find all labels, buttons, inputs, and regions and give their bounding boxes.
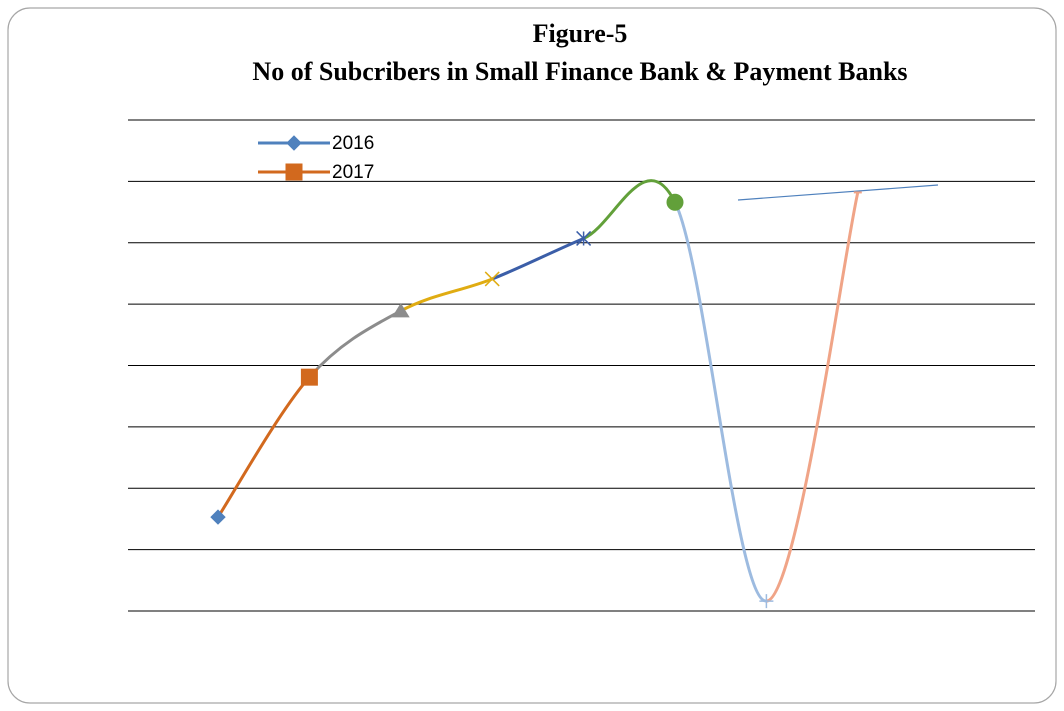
- marker: [666, 193, 684, 211]
- chart-subtitle: No of Subcribers in Small Finance Bank &…: [252, 57, 907, 86]
- legend-label: 2016: [332, 133, 374, 154]
- legend-marker: [286, 135, 302, 151]
- marker: [300, 368, 318, 386]
- marker: [210, 509, 226, 525]
- line-segment: [582, 179, 677, 240]
- line-segment: [216, 376, 311, 518]
- marker: [576, 230, 592, 246]
- marker: [484, 271, 500, 287]
- stray-line: [737, 184, 939, 201]
- line-segment: [673, 201, 767, 603]
- chart-title: Figure-5: [533, 19, 628, 48]
- marker: [391, 302, 410, 318]
- legend-label: 2017: [332, 162, 374, 183]
- line-segment: [765, 192, 860, 603]
- line-segment: [491, 237, 585, 281]
- marker: [759, 594, 774, 609]
- legend-marker: [285, 163, 303, 181]
- chart-frame: [7, 7, 1057, 704]
- line-segment: [308, 309, 402, 379]
- line-segment: [400, 277, 493, 313]
